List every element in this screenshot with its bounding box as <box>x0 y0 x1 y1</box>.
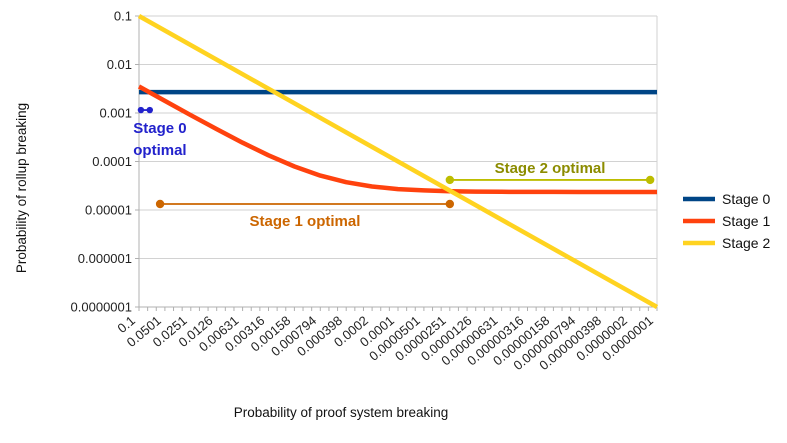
annotation-stage-0-optimal: Stage 0 optimal <box>133 106 187 159</box>
series-line-stage-1 <box>137 84 657 195</box>
y-tick-label: 0.01 <box>107 57 132 72</box>
legend-label: Stage 0 <box>722 191 770 207</box>
y-tick-label: 0.0001 <box>92 154 132 169</box>
legend-item-stage-0: Stage 0 <box>683 191 770 207</box>
x-axis-title: Probability of proof system breaking <box>234 405 449 420</box>
legend-item-stage-2: Stage 2 <box>683 235 770 251</box>
annotation-label-stage-0-optimal: Stage 0 <box>133 120 186 137</box>
legend-label: Stage 1 <box>722 213 770 229</box>
y-tick-label: 0.1 <box>114 9 132 24</box>
annotation-stage-1-optimal: Stage 1 optimal <box>155 199 455 230</box>
legend-label: Stage 2 <box>722 235 770 251</box>
y-tick-label: 0.00001 <box>85 203 132 218</box>
annotation-label-stage-1-optimal: Stage 1 optimal <box>250 213 361 230</box>
annotation-dot-start <box>137 106 145 114</box>
annotation-dot-end <box>445 199 455 209</box>
annotation-stage-2-optimal: Stage 2 optimal <box>445 160 655 185</box>
annotation-label-stage-0-optimal: optimal <box>133 142 186 159</box>
legend: Stage 0 Stage 1 Stage 2 <box>683 191 770 251</box>
annotation-label-stage-2-optimal: Stage 2 optimal <box>495 160 606 177</box>
annotation-dot-start <box>445 175 455 185</box>
y-tick-label: 0.001 <box>99 106 132 121</box>
series-line-stage-2 <box>137 14 659 309</box>
legend-item-stage-1: Stage 1 <box>683 213 770 229</box>
y-axis-title: Probability of rollup breaking <box>14 103 29 273</box>
annotation-dot-end <box>146 106 153 114</box>
annotation-dot-end <box>645 175 655 185</box>
y-tick-label: 0.000001 <box>78 251 132 266</box>
annotation-dot-start <box>155 199 165 209</box>
y-tick-label: 0.0000001 <box>71 300 132 315</box>
